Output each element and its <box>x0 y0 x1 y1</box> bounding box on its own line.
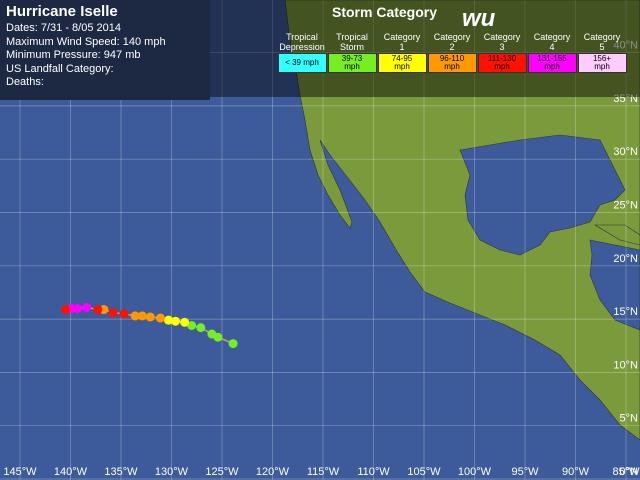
legend-label: Category 1 <box>383 32 421 52</box>
lon-label: 145°W <box>3 466 37 478</box>
lon-label: 110°W <box>357 466 390 478</box>
info-line: US Landfall Category: <box>6 62 114 75</box>
lon-label: 140°W <box>54 466 88 478</box>
lat-label: 35°N <box>613 93 638 105</box>
track-point <box>187 320 197 330</box>
legend-range: 111-130 mph <box>487 54 517 71</box>
legend-item: Tropical Storm 39-73 mph <box>327 31 377 73</box>
track-point <box>60 305 70 315</box>
legend-label: Category 3 <box>483 32 521 52</box>
track-point <box>171 316 181 326</box>
track-point <box>180 317 190 327</box>
lon-label: 130°W <box>155 466 189 478</box>
legend-range: 131-155 mph <box>537 54 567 71</box>
lon-label: 125°W <box>205 466 239 478</box>
lat-label: 20°N <box>613 253 638 265</box>
lon-label: 135°W <box>104 466 138 478</box>
info-line: Deaths: <box>6 76 44 88</box>
track-point <box>163 315 173 325</box>
track-point <box>145 312 155 322</box>
lon-label: 100°W <box>458 466 492 478</box>
legend-label: Category 5 <box>583 32 621 52</box>
legend: Tropical Depression < 39 mph Tropical Stor… <box>277 31 627 73</box>
legend-range: 74-95 mph <box>391 54 413 71</box>
cuba <box>593 224 640 246</box>
lon-label: 115°W <box>307 466 340 478</box>
info-line: Minimum Pressure: 947 mb <box>6 49 141 61</box>
track-point <box>228 339 238 349</box>
lon-label: 90°W <box>562 466 590 478</box>
legend-item: Category 1 74-95 mph <box>377 31 427 73</box>
lon-label: 85°W <box>612 466 640 478</box>
legend-swatch: < 39 mph <box>277 53 327 73</box>
legend-label: Tropical Depression <box>279 32 325 52</box>
lat-label: 25°N <box>613 200 638 212</box>
track-point <box>108 308 118 318</box>
legend-range: 39-73 mph <box>341 54 363 71</box>
caribbean <box>589 239 640 331</box>
gulf-of-mexico <box>459 134 626 256</box>
legend-swatch: 96-110 mph <box>427 53 477 73</box>
legend-swatch: 74-95 mph <box>377 53 427 73</box>
lon-label: 105°W <box>407 466 441 478</box>
track-point <box>82 302 92 312</box>
lat-label: 10°N <box>613 359 638 371</box>
legend-item: Tropical Depression < 39 mph <box>277 31 327 73</box>
info-panel: Hurricane Iselle Dates: 7/31 - 8/05 2014… <box>0 0 210 100</box>
info-line: Dates: 7/31 - 8/05 2014 <box>6 22 121 34</box>
lat-label: 5°N <box>620 413 639 425</box>
lat-label: 0°N <box>620 466 639 478</box>
legend-item: Category 2 96-110 mph <box>427 31 477 73</box>
lat-label: 15°N <box>613 306 638 318</box>
lat-label: 30°N <box>613 146 638 158</box>
legend-swatch: 156+ mph <box>577 53 627 73</box>
storm-name: Hurricane Iselle <box>6 3 118 20</box>
legend-range: 96-110 mph <box>439 54 465 71</box>
track-point <box>93 305 103 315</box>
legend-range: 156+ mph <box>592 54 612 71</box>
legend-item: Category 5 156+ mph <box>577 31 627 73</box>
storm-track <box>60 302 238 349</box>
logo: wu <box>462 5 496 32</box>
north-america <box>284 0 640 441</box>
legend-label: Category 2 <box>433 32 471 52</box>
legend-label: Tropical Storm <box>336 32 368 52</box>
legend-swatch: 131-155 mph <box>527 53 577 73</box>
track-point <box>196 323 206 333</box>
track-point <box>207 329 217 339</box>
track-point <box>155 313 165 323</box>
legend-item: Category 3 111-130 mph <box>477 31 527 73</box>
legend-title: Storm Category <box>332 4 437 20</box>
track-point <box>119 309 129 319</box>
lon-label: 120°W <box>256 466 290 478</box>
legend-swatch: 111-130 mph <box>477 53 527 73</box>
legend-swatch: 39-73 mph <box>327 53 377 73</box>
info-line: Maximum Wind Speed: 140 mph <box>6 35 166 48</box>
legend-item: Category 4 131-155 mph <box>527 31 577 73</box>
lat-label: 40°N <box>613 40 638 52</box>
track-point <box>130 311 140 321</box>
track-point <box>137 311 147 321</box>
land <box>284 0 640 441</box>
legend-label: Category 4 <box>533 32 571 52</box>
lon-label: 95°W <box>511 466 539 478</box>
legend-range: < 39 mph <box>285 58 319 67</box>
